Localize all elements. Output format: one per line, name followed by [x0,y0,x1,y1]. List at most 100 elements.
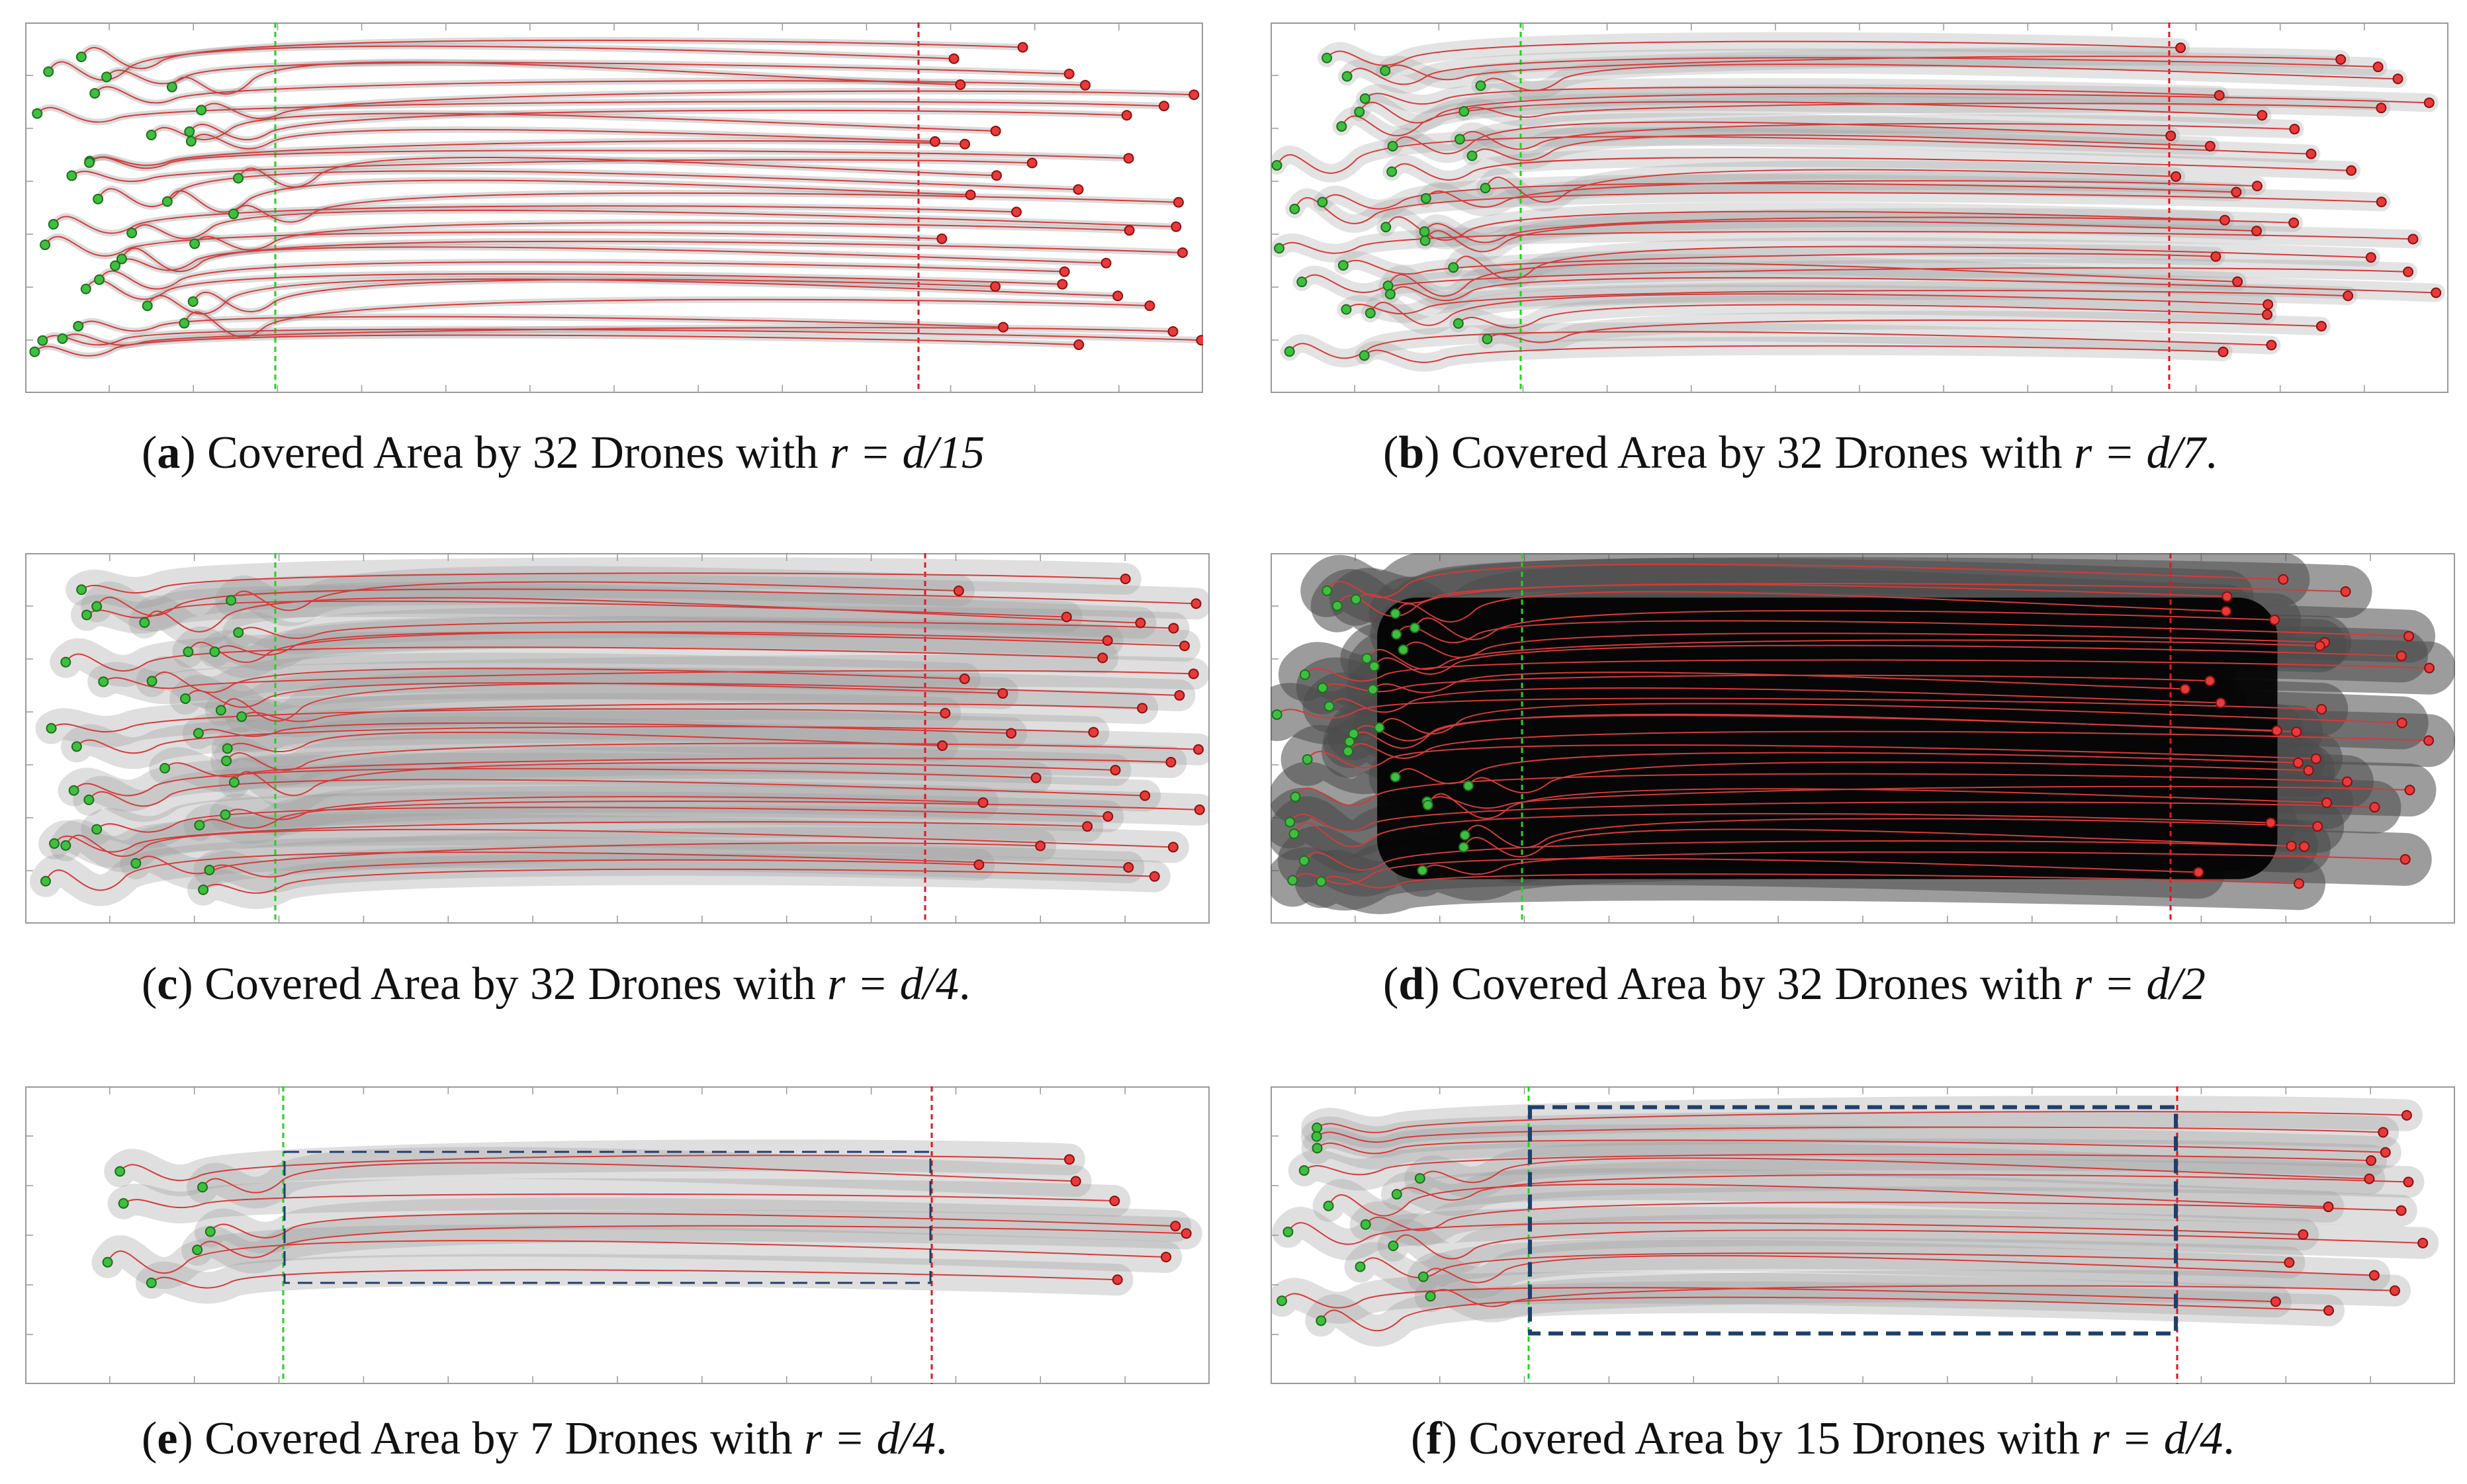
trajectory-line [1294,192,2382,224]
start-marker [37,335,48,346]
end-marker [2291,726,2302,738]
end-marker [2403,266,2414,277]
end-marker [2218,346,2229,357]
trajectory-line [1378,703,2402,735]
trajectory-line [89,140,965,166]
start-marker [146,1278,157,1289]
start-marker [80,283,91,294]
start-marker [1299,669,1310,680]
start-marker [118,1198,129,1209]
end-marker [2193,867,2204,878]
trajectory-line [1422,1254,2374,1284]
end-marker [1035,840,1046,851]
trajectory-plot-svg [1271,1086,2455,1384]
trajectory-line [1292,857,2199,885]
start-marker [81,609,92,621]
trajectory-line [1471,134,2210,161]
end-marker [2284,1257,2295,1268]
end-marker [937,740,948,752]
end-marker [2392,73,2403,85]
trajectory-line [1366,639,2320,670]
end-marker [955,79,966,91]
end-marker [2251,181,2263,192]
trajectory-line [1304,1153,2372,1176]
start-marker [1287,875,1298,886]
start-marker [1388,1241,1399,1252]
start-marker [1384,288,1396,300]
trajectory-line [191,128,935,150]
trajectory-line [89,150,1129,169]
coverage-core [1377,597,2278,879]
trajectory-line [1341,101,2263,137]
trajectory-line [1468,762,2309,794]
trajectory-line [48,45,954,81]
start-marker [1323,1200,1334,1211]
start-marker [1374,722,1385,733]
start-marker [185,136,197,147]
trajectory-line [54,821,1088,853]
caption-a: (a) Covered Area by 32 Drones with r = d… [142,427,985,478]
end-marker [1059,266,1070,277]
end-marker [1057,279,1068,290]
end-marker [1174,690,1185,701]
end-marker [1135,617,1146,629]
end-marker [953,586,964,597]
trajectory-line [1346,57,2378,85]
trajectory-line [1347,730,2429,759]
start-marker [139,617,150,628]
start-marker [236,711,247,722]
trajectory-line [202,1162,1076,1194]
end-marker [2401,1110,2412,1121]
trajectory-line [189,109,1127,141]
plot-a [25,22,1203,393]
trajectory-line [166,179,971,213]
start-marker [193,728,204,739]
end-marker [2343,290,2354,302]
trajectory-line [241,703,1143,722]
start-marker [1386,166,1398,177]
end-marker [2417,1237,2429,1248]
end-marker [2298,1229,2309,1240]
start-marker [40,240,51,251]
trajectory-line [1278,231,2413,254]
end-marker [1061,611,1072,623]
start-marker [1391,1189,1402,1200]
end-marker [1177,247,1189,258]
start-marker [1480,183,1491,194]
end-marker [2366,1155,2377,1166]
start-marker [1368,661,1380,672]
start-marker [222,743,233,754]
trajectory-plot-svg [1271,22,2448,393]
start-marker [1290,791,1301,803]
end-marker [2431,287,2442,298]
end-marker [940,707,951,719]
start-marker [1453,318,1464,329]
trajectory-plot-svg [25,553,1210,924]
trajectory-line [121,240,1183,273]
start-marker [1337,260,1349,271]
end-marker [1120,573,1131,584]
trajectory-line [94,80,1086,104]
trajectory-line [1486,319,2321,343]
start-marker [1459,830,1470,841]
start-marker [233,627,244,638]
caption-c: (c) Covered Area by 32 Drones with r = d… [142,959,971,1010]
start-marker [89,88,101,99]
start-marker [32,108,43,119]
start-marker [1360,1219,1371,1230]
start-marker [1317,682,1328,693]
start-marker [1341,304,1352,315]
end-marker [1161,1251,1172,1262]
end-marker [1144,300,1155,312]
start-marker [166,81,177,93]
end-marker [2403,631,2415,642]
trajectory-line [1390,277,2437,302]
end-marker [2221,591,2233,602]
start-marker [1361,653,1372,664]
start-marker [1448,262,1459,273]
start-marker [91,824,103,835]
trajectory-line [1459,123,2295,150]
start-marker [1284,346,1295,357]
trajectory-line [1462,828,2292,857]
end-marker [2180,683,2191,695]
